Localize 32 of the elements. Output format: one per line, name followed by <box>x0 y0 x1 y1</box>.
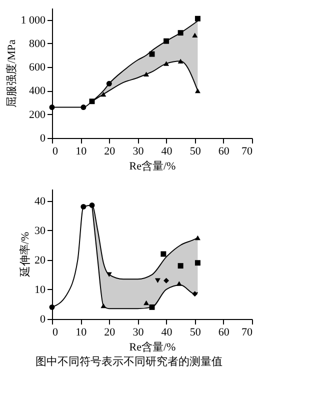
x-tick-label: 0 <box>52 146 58 158</box>
y-tick-label: 20 <box>34 254 46 266</box>
x-tick-label: 70 <box>242 146 253 158</box>
y-tick-label: 0 <box>40 314 46 326</box>
x-tick-label: 40 <box>161 146 173 158</box>
text: 图中不同符号表示不同研究者的测量值 <box>35 355 222 368</box>
x-tick-label: 30 <box>132 146 144 158</box>
x-tick-label: 50 <box>190 146 202 158</box>
x-tick-label: 70 <box>242 326 253 338</box>
y-axis-title: 延伸率/% <box>18 232 32 278</box>
x-tick-label: 0 <box>52 326 58 338</box>
x-tick-label: 60 <box>218 146 230 158</box>
x-tick-label: 20 <box>104 326 116 338</box>
x-tick-label: 30 <box>132 326 144 338</box>
y-tick-label: 200 <box>29 108 46 121</box>
y-axis-title: 屈服强度/MPa <box>4 39 18 108</box>
x-tick-label: 10 <box>76 326 88 338</box>
x-tick-label: 40 <box>161 326 173 338</box>
y-tick-label: 800 <box>29 38 46 50</box>
x-tick-label: 60 <box>218 326 230 338</box>
x-tick-label: 10 <box>76 146 88 158</box>
y-tick-label: 30 <box>34 224 46 237</box>
y-tick-label: 0 <box>40 132 46 144</box>
y-tick-label: 400 <box>29 85 46 98</box>
x-axis-title: Re含量/% <box>129 160 176 172</box>
y-tick-label: 40 <box>34 195 46 208</box>
x-tick-label: 50 <box>190 326 202 338</box>
x-tick-label: 20 <box>104 146 116 158</box>
x-axis-title: Re含量/% <box>129 340 176 354</box>
y-tick-label: 600 <box>29 62 46 74</box>
y-tick-label: 1 000 <box>20 14 46 26</box>
y-tick-label: 10 <box>34 284 46 296</box>
